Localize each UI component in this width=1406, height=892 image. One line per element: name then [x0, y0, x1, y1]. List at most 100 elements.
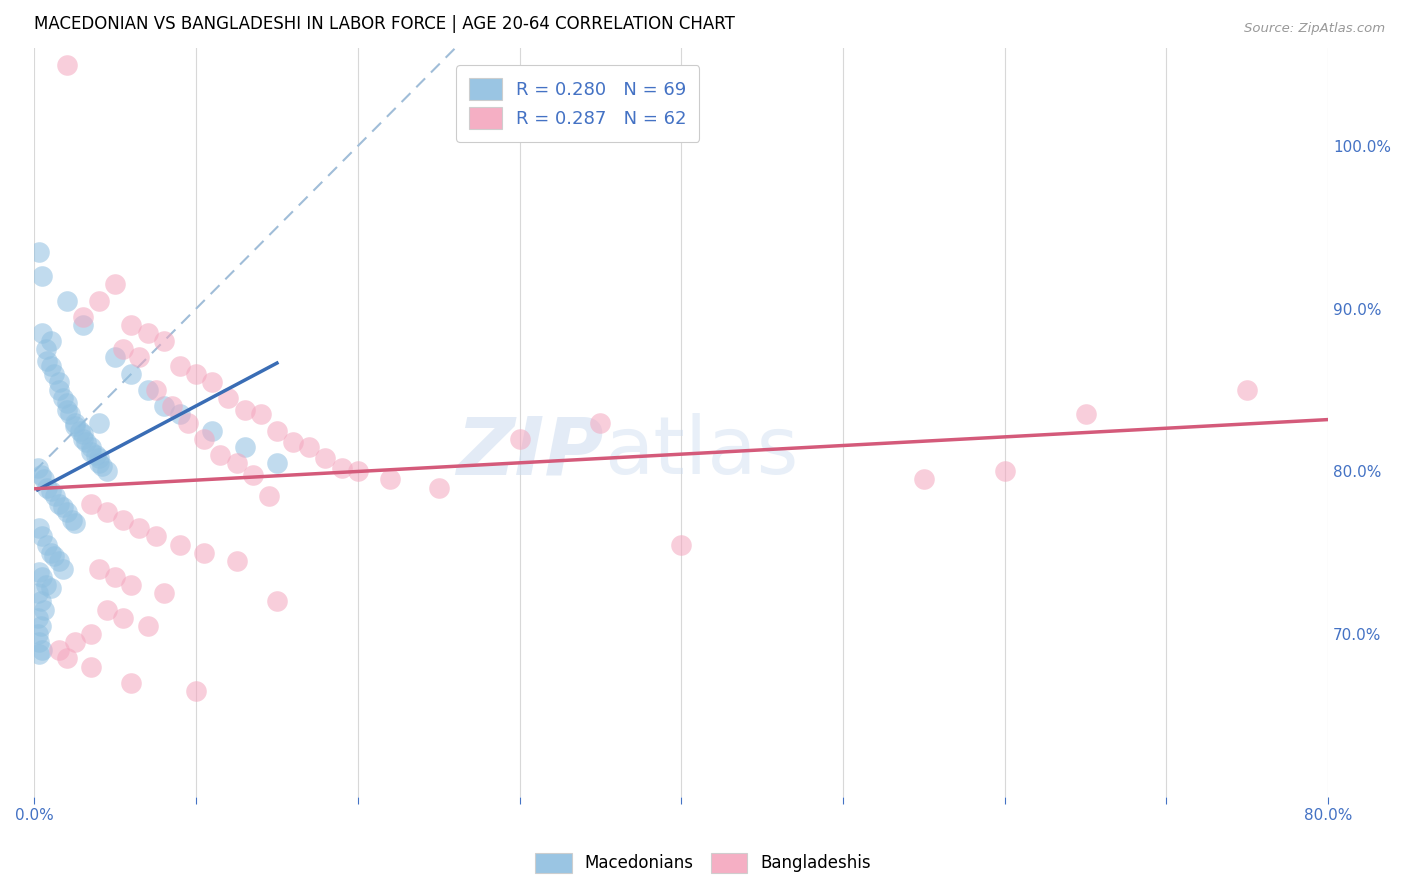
Point — [55, 402, 77, 417]
Point — [1074, 408, 1097, 422]
Point — [298, 440, 321, 454]
Point — [96, 464, 118, 478]
Point — [112, 513, 135, 527]
Point — [225, 456, 247, 470]
Point — [184, 367, 207, 381]
Point — [233, 402, 256, 417]
Point — [145, 383, 167, 397]
Point — [96, 602, 118, 616]
Point — [128, 521, 150, 535]
Point — [193, 432, 215, 446]
Point — [72, 310, 94, 324]
Point — [281, 435, 304, 450]
Point — [28, 244, 51, 259]
Text: ZIP: ZIP — [457, 414, 603, 491]
Point — [48, 554, 70, 568]
Point — [69, 424, 91, 438]
Text: atlas: atlas — [603, 414, 799, 491]
Point — [145, 529, 167, 543]
Text: Source: ZipAtlas.com: Source: ZipAtlas.com — [1244, 22, 1385, 36]
Point — [152, 334, 174, 349]
Point — [31, 326, 53, 340]
Point — [589, 416, 612, 430]
Point — [59, 408, 82, 422]
Point — [120, 318, 142, 332]
Point — [249, 408, 271, 422]
Point — [994, 464, 1017, 478]
Point — [27, 611, 49, 625]
Point — [63, 516, 86, 531]
Point — [35, 578, 58, 592]
Point — [31, 643, 53, 657]
Point — [120, 675, 142, 690]
Point — [1236, 383, 1258, 397]
Point — [314, 451, 336, 466]
Point — [378, 473, 401, 487]
Point — [87, 293, 110, 308]
Point — [39, 546, 62, 560]
Point — [330, 461, 353, 475]
Point — [32, 602, 55, 616]
Point — [87, 416, 110, 430]
Point — [136, 383, 159, 397]
Point — [136, 326, 159, 340]
Text: MACEDONIAN VS BANGLADESHI IN LABOR FORCE | AGE 20-64 CORRELATION CHART: MACEDONIAN VS BANGLADESHI IN LABOR FORCE… — [34, 15, 735, 33]
Point — [30, 467, 52, 482]
Point — [177, 416, 200, 430]
Point — [201, 375, 224, 389]
Point — [52, 500, 75, 515]
Legend: Macedonians, Bangladeshis: Macedonians, Bangladeshis — [529, 847, 877, 880]
Point — [52, 391, 75, 405]
Point — [48, 643, 70, 657]
Point — [75, 435, 97, 450]
Point — [112, 343, 135, 357]
Point — [32, 473, 55, 487]
Point — [80, 445, 103, 459]
Point — [87, 456, 110, 470]
Point — [104, 277, 127, 292]
Point — [233, 440, 256, 454]
Point — [42, 367, 65, 381]
Point — [120, 367, 142, 381]
Point — [80, 627, 103, 641]
Point — [671, 537, 693, 551]
Point — [225, 554, 247, 568]
Point — [169, 359, 191, 373]
Point — [266, 594, 288, 608]
Point — [72, 426, 94, 441]
Point — [42, 549, 65, 563]
Point — [84, 448, 107, 462]
Point — [193, 546, 215, 560]
Legend: R = 0.280   N = 69, R = 0.287   N = 62: R = 0.280 N = 69, R = 0.287 N = 62 — [457, 65, 699, 142]
Point — [169, 408, 191, 422]
Point — [48, 375, 70, 389]
Point — [63, 418, 86, 433]
Point — [39, 582, 62, 596]
Point — [91, 459, 114, 474]
Point — [104, 351, 127, 365]
Point — [31, 570, 53, 584]
Point — [55, 505, 77, 519]
Point — [257, 489, 280, 503]
Point — [37, 353, 59, 368]
Point — [128, 351, 150, 365]
Point — [242, 467, 264, 482]
Point — [52, 562, 75, 576]
Point — [55, 58, 77, 72]
Point — [201, 424, 224, 438]
Point — [31, 269, 53, 284]
Point — [104, 570, 127, 584]
Point — [39, 334, 62, 349]
Point — [87, 451, 110, 466]
Point — [152, 586, 174, 600]
Point — [37, 481, 59, 495]
Point — [28, 635, 51, 649]
Point — [912, 473, 935, 487]
Point — [184, 684, 207, 698]
Point — [346, 464, 368, 478]
Point — [37, 537, 59, 551]
Point — [169, 537, 191, 551]
Point — [266, 424, 288, 438]
Point — [152, 399, 174, 413]
Point — [136, 619, 159, 633]
